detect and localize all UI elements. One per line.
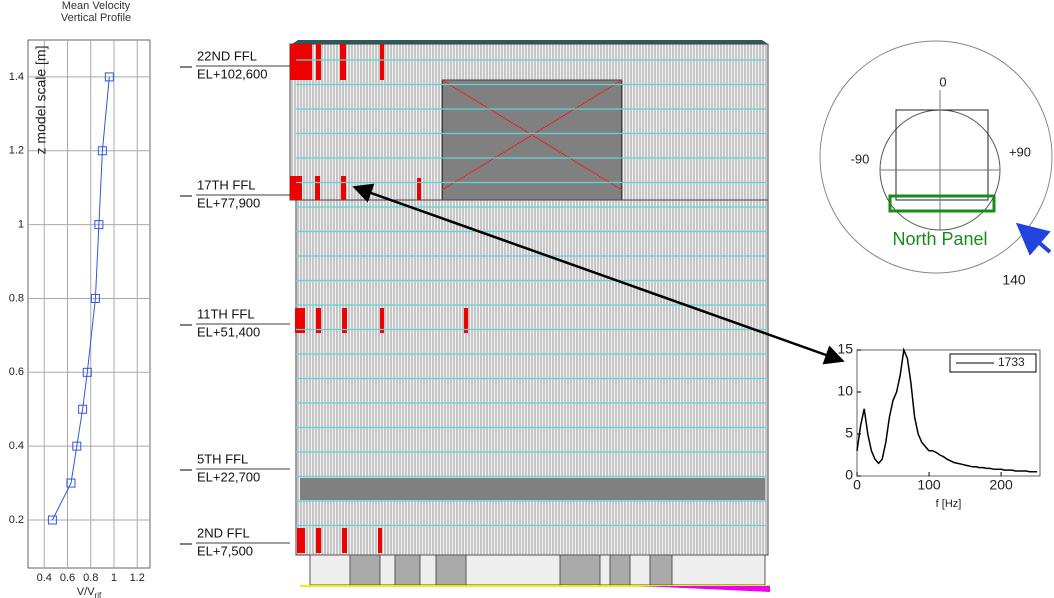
x-axis-label-main: V/V	[77, 586, 95, 598]
lower-block	[296, 200, 768, 555]
y-tick-label: 1.4	[9, 71, 24, 83]
floor-name: 5TH FFL	[197, 451, 248, 466]
x-tick-label: 0.8	[83, 572, 98, 584]
chart-title: Mean Velocity Vertical Profile	[48, 0, 144, 24]
roof	[292, 40, 768, 44]
floor-elevation: EL+7,500	[197, 543, 253, 558]
y-axis-label: z model scale [m]	[33, 46, 49, 155]
y-tick-label: 15	[837, 341, 853, 357]
y-tick-label: 1	[18, 219, 24, 231]
x-axis-label: f [Hz]	[936, 498, 962, 510]
floor-name: 2ND FFL	[197, 525, 250, 540]
floor-elevation: EL+102,600	[197, 66, 267, 81]
floor-name: 11TH FFL	[197, 306, 255, 321]
panel-label: North Panel	[892, 229, 987, 249]
page: 0 -90 +90 North Panel 140 22ND FFL EL+102…	[0, 0, 1054, 598]
y-tick-label: 0.8	[9, 292, 24, 304]
floor-elevation: EL+77,900	[197, 195, 260, 210]
x-axis-label-sub: rif	[95, 591, 102, 598]
y-tick-label: 0.2	[9, 514, 24, 526]
mechanical-floor	[300, 478, 765, 500]
floor-name: 22ND FFL	[197, 48, 257, 63]
x-tick-label: 0.6	[60, 572, 75, 584]
x-axis-label: V/Vrif	[77, 586, 102, 598]
compass: 0 -90 +90 North Panel 140	[820, 41, 1052, 288]
plan	[896, 110, 988, 200]
floor-elevation: EL+51,400	[197, 324, 260, 339]
floor-elevation: EL+22,700	[197, 469, 260, 484]
building-elevation	[290, 40, 770, 592]
wind-label: 140	[1002, 272, 1026, 288]
x-tick-label: 200	[989, 477, 1013, 493]
y-tick-label: 0	[845, 467, 853, 483]
y-tick-label: 0.4	[9, 440, 24, 452]
compass-label: +90	[1009, 144, 1031, 159]
x-tick-label: 100	[917, 477, 941, 493]
x-tick-label: 0.4	[37, 572, 52, 584]
panel-box	[890, 196, 994, 211]
floor-name: 17TH FFL	[197, 177, 256, 192]
legend-label: 1733	[998, 355, 1025, 369]
wind-arrow	[1022, 228, 1050, 252]
x-tick-label: 0	[853, 477, 861, 493]
compass-label: 0	[939, 74, 946, 89]
x-tick-label: 1.2	[130, 572, 145, 584]
y-tick-label: 5	[845, 425, 853, 441]
y-tick-label: 0.6	[9, 366, 24, 378]
x-tick-label: 1	[111, 572, 117, 584]
y-tick-label: 1.2	[9, 145, 24, 157]
compass-label: -90	[851, 151, 870, 166]
y-tick-label: 10	[837, 383, 853, 399]
figure: 0 -90 +90 North Panel 140 22ND FFL EL+102…	[0, 0, 1054, 598]
